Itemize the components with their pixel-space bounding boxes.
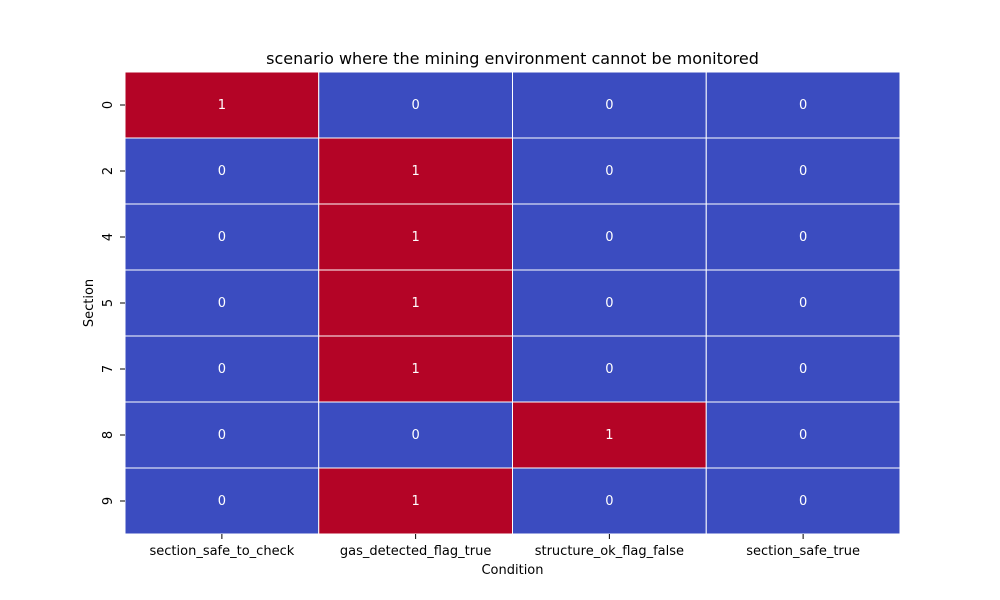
- heatmap-cell-9-section_safe_to_check: [124, 467, 320, 535]
- heatmap-cell-label: 0: [605, 494, 613, 509]
- y-tick-label: 4: [101, 233, 116, 241]
- x-axis-ticks: section_safe_to_check gas_detected_flag_t…: [150, 534, 860, 559]
- heatmap-cell-label: 0: [799, 164, 807, 179]
- heatmap-cell-label: 0: [799, 428, 807, 443]
- heatmap-cell-label: 0: [605, 230, 613, 245]
- y-axis-ticks: 0 2 4 5 7 8 9: [101, 101, 125, 505]
- heatmap-cell-label: 1: [411, 230, 419, 245]
- heatmap-cell-8-gas_detected_flag_true: [318, 401, 513, 469]
- heatmap-cell-7-structure_ok_flag_false: [512, 335, 707, 403]
- y-tick-label: 0: [101, 101, 116, 109]
- heatmap-cell-label: 1: [411, 494, 419, 509]
- y-tick-label: 2: [101, 167, 116, 175]
- heatmap-cell-label: 0: [218, 296, 226, 311]
- y-tick-label: 9: [101, 497, 116, 505]
- heatmap-cell-label: 1: [411, 362, 419, 377]
- heatmap-cell-7-gas_detected_flag_true: [318, 335, 513, 403]
- heatmap-cell-label: 1: [411, 296, 419, 311]
- heatmap-cell-label: 0: [799, 296, 807, 311]
- heatmap-cell-2-section_safe_true: [705, 137, 901, 205]
- heatmap-cell-0-structure_ok_flag_false: [512, 71, 707, 139]
- heatmap-cell-label: 0: [605, 164, 613, 179]
- heatmap-cell-label: 0: [605, 98, 613, 113]
- heatmap-cell-0-section_safe_to_check: [124, 71, 320, 139]
- heatmap-cell-8-section_safe_to_check: [124, 401, 320, 469]
- heatmap-cell-label: 0: [411, 428, 419, 443]
- heatmap-cell-0-gas_detected_flag_true: [318, 71, 513, 139]
- heatmap-cell-label: 0: [799, 494, 807, 509]
- y-tick-label: 7: [101, 365, 116, 373]
- heatmap-cell-label: 1: [411, 164, 419, 179]
- heatmap-cell-label: 0: [218, 428, 226, 443]
- heatmap-cell-label: 0: [218, 164, 226, 179]
- x-tick-label: section_safe_true: [746, 544, 860, 559]
- heatmap-cells: 1 0 0 0 0 1 0 0 0 1 0 0 0 1 0 0 0 1 0 0 0 0 1 0 0 1 0 0: [124, 71, 901, 535]
- heatmap-cell-2-gas_detected_flag_true: [318, 137, 513, 205]
- heatmap-cell-label: 0: [799, 362, 807, 377]
- chart-title: scenario where the mining environment ca…: [266, 49, 759, 68]
- heatmap-cell-5-section_safe_true: [705, 269, 901, 337]
- heatmap-cell-label: 0: [605, 296, 613, 311]
- heatmap-cell-label: 0: [799, 98, 807, 113]
- heatmap-cell-9-section_safe_true: [705, 467, 901, 535]
- y-tick-label: 5: [101, 299, 116, 307]
- heatmap-cell-8-structure_ok_flag_false: [512, 401, 707, 469]
- heatmap-cell-5-section_safe_to_check: [124, 269, 320, 337]
- heatmap-cell-label: 0: [218, 362, 226, 377]
- y-axis-label: Section: [82, 279, 97, 327]
- x-tick-label: structure_ok_flag_false: [535, 544, 684, 559]
- heatmap-cell-label: 0: [218, 230, 226, 245]
- heatmap-cell-label: 1: [605, 428, 613, 443]
- heatmap-cell-7-section_safe_to_check: [124, 335, 320, 403]
- heatmap-cell-label: 0: [411, 98, 419, 113]
- heatmap-cell-5-gas_detected_flag_true: [318, 269, 513, 337]
- heatmap-cell-4-section_safe_true: [705, 203, 901, 271]
- heatmap-cell-label: 0: [799, 230, 807, 245]
- heatmap-cell-9-structure_ok_flag_false: [512, 467, 707, 535]
- heatmap-cell-0-section_safe_true: [705, 71, 901, 139]
- x-tick-label: section_safe_to_check: [150, 544, 295, 559]
- heatmap-cell-8-section_safe_true: [705, 401, 901, 469]
- heatmap-cell-5-structure_ok_flag_false: [512, 269, 707, 337]
- heatmap-cell-7-section_safe_true: [705, 335, 901, 403]
- heatmap-cell-label: 0: [605, 362, 613, 377]
- heatmap-cell-2-section_safe_to_check: [124, 137, 320, 205]
- x-axis-label: Condition: [481, 563, 543, 578]
- x-tick-label: gas_detected_flag_true: [340, 544, 491, 559]
- heatmap-cell-label: 0: [218, 494, 226, 509]
- heatmap-cell-4-gas_detected_flag_true: [318, 203, 513, 271]
- y-tick-label: 8: [101, 431, 116, 439]
- heatmap-cell-label: 1: [218, 98, 226, 113]
